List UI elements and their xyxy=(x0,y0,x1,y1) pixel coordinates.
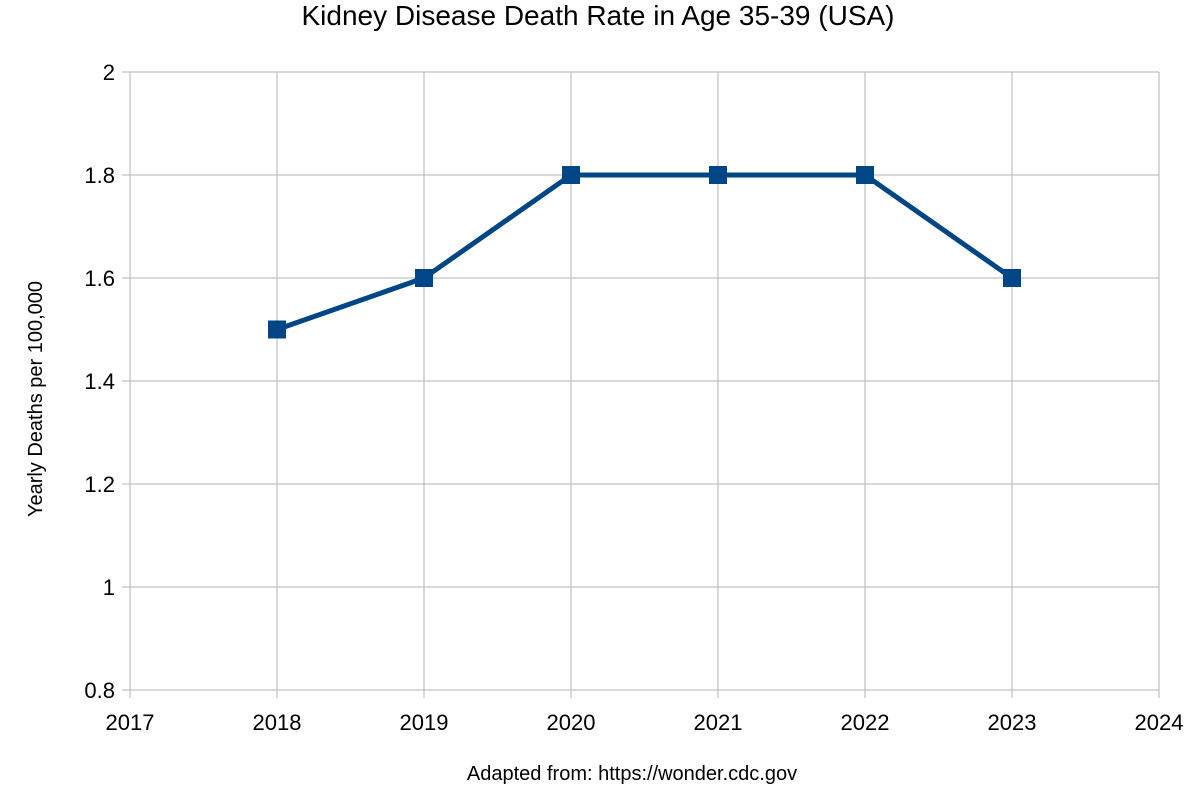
x-tick-label-2023: 2023 xyxy=(988,710,1037,735)
x-tick-label-2021: 2021 xyxy=(694,710,743,735)
axes xyxy=(122,71,1160,698)
x-tick-label-2019: 2019 xyxy=(400,710,449,735)
series xyxy=(268,166,1021,339)
y-axis-title: Yearly Deaths per 100,000 xyxy=(25,281,47,517)
grid xyxy=(129,71,1160,691)
data-point-2023 xyxy=(1003,269,1021,287)
y-tick-label-1.4: 1.4 xyxy=(84,369,115,394)
y-tick-labels: 0.8 1 1.2 1.4 1.6 1.8 2 xyxy=(84,60,115,703)
data-point-2020 xyxy=(562,166,580,184)
x-tick-label-2017: 2017 xyxy=(106,710,155,735)
y-tick-label-1.8: 1.8 xyxy=(84,163,115,188)
x-tick-label-2024: 2024 xyxy=(1135,710,1184,735)
y-tick-label-1.2: 1.2 xyxy=(84,472,115,497)
series-line-0 xyxy=(274,172,1015,332)
y-tick-label-0.8: 0.8 xyxy=(84,678,115,703)
y-tick-label-2: 2 xyxy=(103,60,115,85)
data-point-2021 xyxy=(709,166,727,184)
x-tick-label-2022: 2022 xyxy=(841,710,890,735)
data-point-2019 xyxy=(415,269,433,287)
data-point-2022 xyxy=(856,166,874,184)
x-tick-label-2018: 2018 xyxy=(253,710,302,735)
x-tick-labels: 2017 2018 2019 2020 2021 2022 2023 2024 xyxy=(106,710,1184,735)
chart-title: Kidney Disease Death Rate in Age 35-39 (… xyxy=(302,0,895,31)
x-tick-label-2020: 2020 xyxy=(547,710,596,735)
data-point-2018 xyxy=(268,320,286,339)
y-tick-label-1: 1 xyxy=(103,575,115,600)
x-axis-title: Adapted from: https://wonder.cdc.gov xyxy=(467,763,797,785)
y-tick-label-1.6: 1.6 xyxy=(84,266,115,291)
